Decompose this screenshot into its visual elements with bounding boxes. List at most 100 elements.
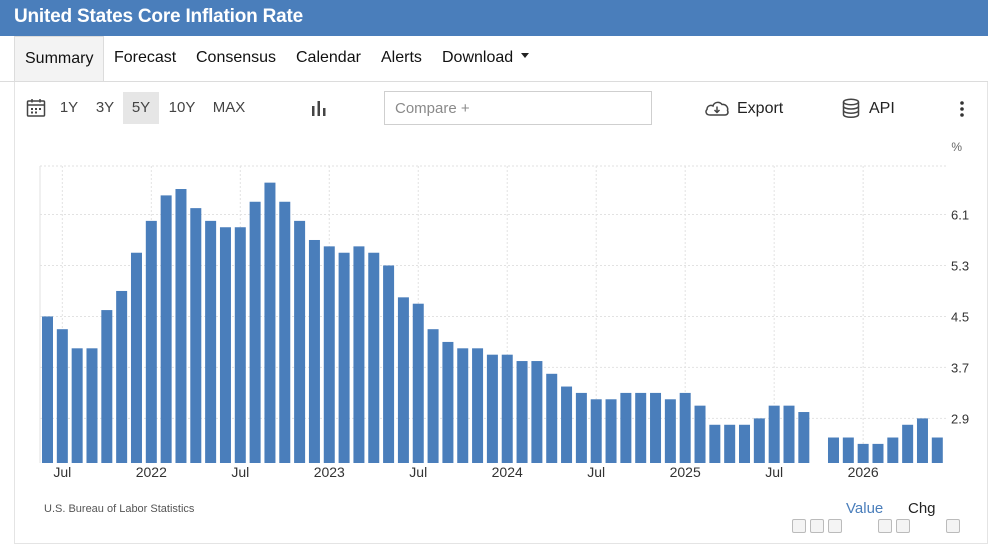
chart-bar[interactable] — [412, 303, 424, 463]
chart-bar[interactable] — [486, 354, 498, 463]
chart-bar[interactable] — [264, 182, 276, 463]
range-slider-handle[interactable] — [946, 519, 960, 533]
bar-chart-icon[interactable] — [310, 99, 328, 121]
chart-bar[interactable] — [887, 437, 899, 463]
chart-bar[interactable] — [827, 437, 839, 463]
chart-bar[interactable] — [902, 424, 914, 463]
chart-bar[interactable] — [783, 405, 795, 463]
chart-bar[interactable] — [219, 227, 231, 463]
title-bar: United States Core Inflation Rate — [0, 0, 988, 36]
tab-bar: Summary Forecast Consensus Calendar Aler… — [0, 36, 988, 82]
range-slider-handle[interactable] — [792, 519, 806, 533]
chart-bar[interactable] — [694, 405, 706, 463]
chart-bar[interactable] — [190, 208, 202, 463]
database-icon[interactable] — [842, 98, 860, 123]
chart-bar[interactable] — [857, 443, 869, 463]
chart-bar[interactable] — [768, 405, 780, 463]
chevron-down-icon — [521, 53, 530, 59]
tab-forecast[interactable]: Forecast — [114, 49, 177, 66]
tab-summary[interactable]: Summary — [14, 36, 105, 81]
chart-bar[interactable] — [575, 392, 587, 463]
chart-bar[interactable] — [679, 392, 691, 463]
chart-bar[interactable] — [546, 373, 558, 463]
chart-bar[interactable] — [160, 195, 172, 463]
chart-bar[interactable] — [590, 399, 602, 463]
chart-bar[interactable] — [842, 437, 854, 463]
chart-bar[interactable] — [368, 252, 380, 463]
chart-bars — [42, 182, 943, 463]
export-button[interactable]: Export — [737, 100, 784, 117]
chart-bar[interactable] — [442, 341, 454, 463]
range-max-button[interactable]: MAX — [212, 99, 246, 116]
chart-bar[interactable] — [427, 329, 439, 463]
chart-bar[interactable] — [86, 348, 98, 463]
chart-bar[interactable] — [472, 348, 484, 463]
chart-bar[interactable] — [664, 399, 676, 463]
tab-calendar[interactable]: Calendar — [296, 49, 361, 66]
chart-bar[interactable] — [205, 220, 217, 463]
cloud-download-icon[interactable] — [704, 98, 730, 122]
chart-bar[interactable] — [71, 348, 83, 463]
chart-bar[interactable] — [457, 348, 469, 463]
range-slider-handle[interactable] — [896, 519, 910, 533]
chart-bar[interactable] — [516, 361, 528, 463]
chart-bar[interactable] — [323, 246, 335, 463]
tab-alerts[interactable]: Alerts — [381, 49, 422, 66]
api-button[interactable]: API — [869, 100, 895, 117]
page-title: United States Core Inflation Rate — [14, 6, 303, 27]
tab-consensus[interactable]: Consensus — [196, 49, 277, 66]
range-slider-handle[interactable] — [878, 519, 892, 533]
range-3y-button[interactable]: 3Y — [95, 99, 115, 116]
chart-bar[interactable] — [397, 297, 409, 463]
chart-bar[interactable] — [931, 437, 943, 463]
chart-bar[interactable] — [872, 443, 884, 463]
chart-bar[interactable] — [249, 201, 261, 463]
chg-toggle[interactable]: Chg — [908, 500, 936, 517]
chart-bar[interactable] — [753, 418, 765, 463]
x-tick-label: Jul — [231, 464, 249, 480]
y-unit-label: % — [951, 140, 962, 154]
chart-bar[interactable] — [294, 220, 306, 463]
range-1y-button[interactable]: 1Y — [59, 99, 79, 116]
range-10y-button[interactable]: 10Y — [168, 99, 196, 116]
chart-bar[interactable] — [42, 316, 53, 463]
y-tick-label: 4.5 — [951, 309, 969, 324]
value-toggle[interactable]: Value — [846, 500, 884, 517]
chart-bar[interactable] — [175, 189, 187, 463]
x-tick-label: 2022 — [136, 464, 167, 480]
chart-bar[interactable] — [620, 392, 632, 463]
range-slider-handle[interactable] — [810, 519, 824, 533]
chart-bar[interactable] — [531, 361, 543, 463]
chart-bar[interactable] — [145, 220, 157, 463]
chart-bar[interactable] — [501, 354, 513, 463]
chart-bar[interactable] — [383, 265, 395, 463]
chart-bar[interactable] — [561, 386, 573, 463]
chart-bar[interactable] — [116, 290, 128, 463]
chart-bar[interactable] — [130, 252, 142, 463]
chart-bar[interactable] — [279, 201, 291, 463]
range-slider-handle[interactable] — [828, 519, 842, 533]
x-tick-label: Jul — [587, 464, 605, 480]
x-tick-label: Jul — [409, 464, 427, 480]
chart-bar[interactable] — [308, 239, 320, 463]
chart-bar[interactable] — [234, 227, 246, 463]
chart-bar[interactable] — [605, 399, 617, 463]
chart-bar[interactable] — [101, 310, 113, 463]
chart-bar[interactable] — [724, 424, 736, 463]
chart-bar[interactable] — [650, 392, 662, 463]
x-tick-label: 2023 — [314, 464, 345, 480]
chart-bar[interactable] — [739, 424, 751, 463]
compare-input[interactable] — [384, 91, 652, 125]
chart-bar[interactable] — [353, 246, 365, 463]
range-5y-button[interactable]: 5Y — [123, 92, 159, 124]
chart-bar[interactable] — [635, 392, 647, 463]
chart-bar[interactable] — [916, 418, 928, 463]
chart-bar[interactable] — [56, 329, 68, 463]
chart-bar[interactable] — [338, 252, 350, 463]
tab-download[interactable]: Download — [442, 36, 530, 81]
chart-bar[interactable] — [709, 424, 721, 463]
calendar-icon[interactable] — [26, 98, 46, 122]
more-vertical-icon[interactable] — [958, 100, 966, 122]
chart-bar[interactable] — [798, 412, 810, 463]
